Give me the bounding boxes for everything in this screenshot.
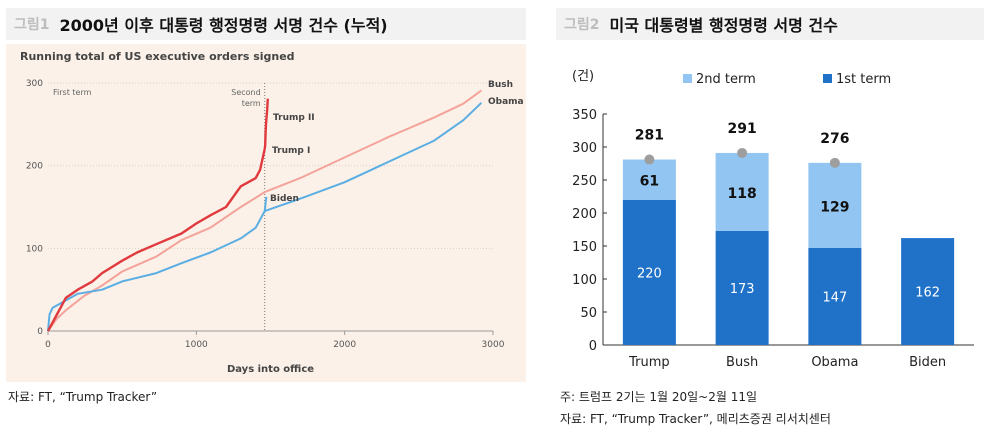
- bar-chart: (건) 2nd term 1st term 0 50 100 150 200 250 300…: [572, 69, 974, 370]
- bar-1st-term-trump: [622, 199, 676, 345]
- annotation-first-term: First term: [53, 88, 92, 97]
- y-tick-label: 250: [572, 174, 597, 189]
- line-chart-panel: Running total of US executive orders sig…: [6, 44, 526, 382]
- series-line-trump-i: [46, 148, 266, 332]
- total-label: 291: [728, 121, 757, 137]
- series-label-obama: Obama: [488, 97, 524, 107]
- series-label-biden: Biden: [270, 194, 299, 204]
- right-source-note: 자료: FT, “Trump Tracker”, 메리츠증권 리서치센터: [560, 412, 831, 426]
- panel-title-text: 2000년 이후 대통령 행정명령 서명 건수 (누적): [59, 16, 388, 35]
- bar-label-2nd-term: 129: [820, 199, 849, 215]
- x-tick-label: 3000: [482, 340, 505, 350]
- category-label: Bush: [726, 355, 758, 370]
- y-tick-label: 350: [572, 108, 597, 123]
- series-line-trump-ii: [263, 98, 269, 150]
- annotation-word: Second: [231, 88, 260, 97]
- bar-2nd-term-obama: [808, 162, 862, 248]
- x-tick-label: 1000: [185, 340, 208, 350]
- series-line-biden: [263, 196, 268, 212]
- line-chart: Running total of US executive orders sig…: [20, 50, 524, 375]
- total-label: 276: [820, 131, 849, 147]
- y-tick-label: 200: [26, 162, 43, 172]
- figure-label: 그림2: [564, 17, 600, 33]
- bar-grid-layer: 0 50 100 150 200 250 300 350: [572, 108, 974, 354]
- left-panel-title: 그림1 2000년 이후 대통령 행정명령 서명 건수 (누적): [6, 8, 526, 40]
- y-tick-label: 50: [580, 306, 597, 321]
- bar-1st-term-biden: [901, 238, 955, 345]
- bar-2nd-term-trump: [622, 159, 676, 200]
- x-tick-label: 0: [45, 340, 51, 350]
- y-tick-label: 0: [37, 327, 43, 337]
- bar-label-1st-term: 147: [822, 290, 847, 305]
- left-source-note: 자료: FT, “Trump Tracker”: [8, 390, 158, 404]
- bar-1st-term-bush: [715, 230, 769, 345]
- bar-chart-panel: (건) 2nd term 1st term 0 50 100 150 200 250 300…: [556, 44, 986, 382]
- y-tick-label: 100: [26, 244, 43, 254]
- y-tick-label: 300: [26, 79, 43, 89]
- series-label-bush: Bush: [488, 80, 513, 90]
- category-label: Obama: [811, 355, 858, 370]
- total-marker: [644, 154, 655, 165]
- y-tick-label: 100: [572, 273, 597, 288]
- figure-label: 그림1: [14, 17, 50, 33]
- bar-label-2nd-term: 118: [728, 186, 757, 202]
- bar-label-1st-term: 173: [730, 282, 755, 297]
- annotation-word: term: [242, 99, 261, 108]
- label-layer: First term Second term Days into office 0…: [26, 79, 524, 375]
- series-label-trump-ii: Trump II: [273, 113, 315, 123]
- bar-1st-term-obama: [808, 247, 862, 345]
- x-axis-label: Days into office: [227, 364, 314, 375]
- legend-swatch-2nd-term: [683, 74, 692, 83]
- y-tick-label: 150: [572, 240, 597, 255]
- total-marker: [829, 157, 840, 168]
- category-label: Trump: [628, 355, 670, 370]
- right-panel-title: 그림2 미국 대통령별 행정명령 서명 건수: [556, 8, 984, 40]
- bar-layer: 220 61 281 Trump 173 118 291 Bush 147 129 276 Obama…: [622, 121, 955, 370]
- legend-1st-term: 1st term: [836, 72, 891, 87]
- y-tick-label: 200: [572, 207, 597, 222]
- line-chart-title: Running total of US executive orders sig…: [20, 50, 295, 63]
- total-label: 281: [635, 128, 664, 144]
- y-tick-label: 0: [589, 339, 597, 354]
- total-marker: [737, 147, 748, 158]
- legend: 2nd term 1st term: [683, 72, 891, 87]
- series-line-bush: [47, 89, 482, 332]
- bar-label-1st-term: 220: [637, 266, 662, 281]
- series-label-trump-i: Trump I: [272, 146, 310, 156]
- legend-2nd-term: 2nd term: [696, 72, 756, 87]
- bar-2nd-term-bush: [715, 152, 769, 231]
- panel-title-text: 미국 대통령별 행정명령 서명 건수: [609, 16, 838, 35]
- category-label: Biden: [909, 355, 946, 370]
- annotation-second-term: Second term: [231, 88, 261, 108]
- legend-swatch-1st-term: [823, 74, 832, 83]
- series-layer: [46, 89, 483, 332]
- unit-label: (건): [572, 69, 594, 84]
- x-tick-label: 2000: [333, 340, 356, 350]
- right-footnote: 주: 트럼프 2기는 1월 20일~2월 11일: [560, 390, 758, 404]
- bar-label-2nd-term: 61: [640, 174, 659, 190]
- y-tick-label: 300: [572, 141, 597, 156]
- bar-label-1st-term: 162: [915, 286, 940, 301]
